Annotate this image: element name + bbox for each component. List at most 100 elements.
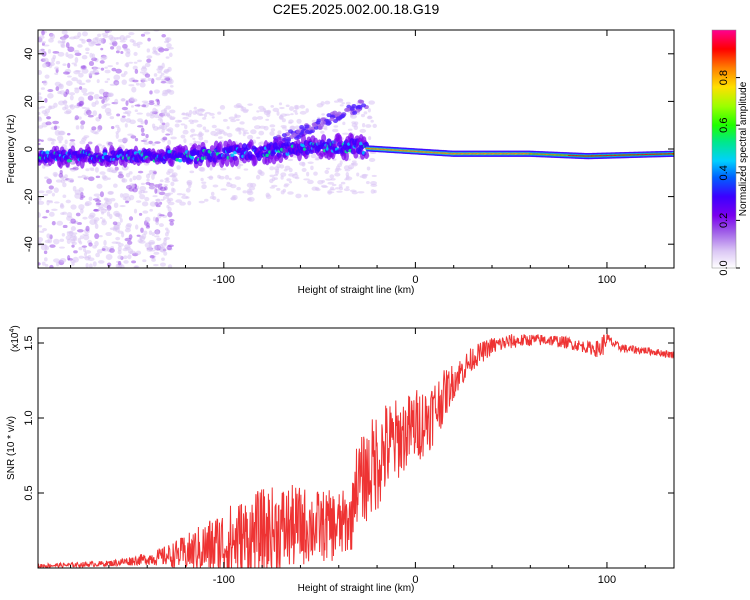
spectrogram-noise-cell	[209, 165, 213, 171]
spectrogram-noise-cell	[289, 106, 294, 112]
spectrogram-noise-cell	[38, 106, 42, 110]
spectrogram-noise-cell	[53, 125, 58, 131]
spectrogram-noise-cell	[240, 107, 244, 112]
spectrogram-noise-cell	[92, 198, 100, 201]
spectrogram-noise-cell	[293, 109, 298, 113]
spectrogram-noise-cell	[265, 194, 272, 200]
spectrogram-noise-cell	[169, 221, 174, 226]
spectrogram-noise-cell	[127, 133, 134, 137]
spectrogram-noise-cell	[65, 88, 70, 95]
spectrogram-noise-cell	[104, 69, 111, 74]
spectrogram-noise-cell	[85, 52, 90, 55]
spectrogram-noise-cell	[276, 110, 280, 116]
spectrogram-noise-cell	[176, 192, 183, 196]
spectrogram-noise-cell	[116, 126, 121, 133]
spectrogram-noise-cell	[155, 98, 160, 102]
spectrogram-noise-cell	[166, 171, 171, 175]
spectrogram-noise-cell	[201, 181, 207, 184]
spectrogram-noise-cell	[44, 98, 48, 103]
spectrogram-noise-cell	[51, 139, 57, 142]
spectrogram-noise-cell	[82, 234, 90, 241]
colorbar-label: Normalized spectral amplitude	[738, 81, 749, 216]
spectrogram-noise-cell	[87, 257, 95, 262]
spectrogram-noise-cell	[170, 136, 177, 140]
spectrogram-noise-cell	[144, 196, 150, 202]
spectrogram-cell	[304, 129, 310, 134]
spectrogram-noise-cell	[99, 191, 104, 198]
spectrogram-noise-cell	[89, 52, 93, 58]
spectrogram-noise-cell	[155, 204, 161, 208]
spectrogram-noise-cell	[49, 244, 56, 248]
spectrogram-noise-cell	[192, 137, 196, 140]
spectrogram-noise-cell	[78, 96, 85, 103]
spectrogram-noise-cell	[38, 236, 44, 243]
spectrogram-noise-cell	[208, 175, 214, 181]
spectrogram-noise-cell	[142, 210, 149, 214]
spectrogram-noise-cell	[59, 90, 66, 95]
colorbar-gradient	[711, 29, 737, 269]
colorbar-ticks: 0.0 0.2 0.4 0.6 0.8	[718, 70, 740, 276]
spectrogram-noise-cell	[134, 137, 139, 142]
spectrogram-cell	[190, 155, 195, 160]
spectrogram-noise-cell	[157, 70, 162, 74]
spectrogram-noise-cell	[167, 201, 175, 206]
spectrogram-heatmap	[38, 30, 674, 268]
spectrogram-noise-cell	[224, 174, 230, 180]
spectrogram-noise-cell	[85, 225, 90, 232]
spectrogram-noise-cell	[64, 139, 68, 145]
spectrogram-noise-cell	[110, 197, 116, 202]
spectrogram-noise-cell	[368, 157, 376, 163]
spectrogram-noise-cell	[74, 115, 80, 120]
spectrogram-noise-cell	[107, 191, 114, 195]
spectrogram-noise-cell	[161, 257, 165, 261]
spectrogram-noise-cell	[159, 75, 163, 78]
spectrogram-noise-cell	[79, 38, 84, 41]
spectrogram-noise-cell	[38, 138, 42, 142]
spectrogram-noise-cell	[335, 165, 340, 171]
spectrogram-noise-cell	[79, 235, 84, 240]
spectrogram-noise-cell	[78, 204, 85, 210]
spectrogram-noise-cell	[330, 177, 336, 181]
spectrogram-noise-cell	[144, 62, 151, 68]
spectrogram-noise-cell	[64, 110, 71, 115]
x-tick-label: 0	[412, 274, 418, 286]
spectrogram-noise-cell	[140, 33, 146, 37]
spectrogram-noise-cell	[90, 168, 95, 172]
y-tick-label: 1.5	[23, 335, 35, 350]
spectrogram-noise-cell	[289, 125, 295, 131]
spectrogram-noise-cell	[60, 202, 64, 208]
spectrogram-noise-cell	[136, 112, 144, 115]
spectrogram-noise-cell	[114, 166, 119, 171]
spectrogram-noise-cell	[48, 185, 54, 190]
spectrogram-noise-cell	[155, 221, 160, 226]
spectrogram-noise-cell	[255, 174, 261, 180]
spectrogram-noise-cell	[172, 188, 176, 193]
spectrogram-noise-cell	[167, 127, 174, 133]
spectrogram-noise-cell	[202, 126, 207, 131]
spectrogram-noise-cell	[117, 249, 122, 255]
spectrogram-cell	[299, 125, 305, 130]
spectrogram-noise-cell	[209, 195, 215, 200]
spectrogram-noise-cell	[165, 56, 170, 59]
spectrogram-noise-cell	[127, 240, 133, 245]
spectrogram-cell	[325, 121, 331, 126]
spectrogram-noise-cell	[154, 235, 160, 238]
spectrogram-noise-cell	[368, 136, 372, 141]
spectrogram-noise-cell	[167, 211, 173, 218]
spectrogram-noise-cell	[193, 106, 197, 110]
spectrogram-noise-cell	[153, 114, 160, 119]
spectrogram-noise-cell	[129, 178, 133, 183]
spectrogram-noise-cell	[148, 230, 153, 236]
spectrogram-noise-cell	[280, 172, 287, 177]
spectrogram-noise-cell	[222, 118, 228, 122]
spectrogram-noise-cell	[111, 169, 118, 173]
spectrogram-noise-cell	[203, 198, 209, 202]
spectrogram-noise-cell	[102, 91, 110, 98]
spectrogram-noise-cell	[98, 234, 103, 238]
spectrogram-noise-cell	[99, 96, 104, 100]
spectrogram-noise-cell	[119, 218, 123, 223]
spectrogram-noise-cell	[185, 187, 191, 193]
spectrogram-noise-cell	[87, 114, 94, 118]
spectrogram-noise-cell	[125, 35, 131, 38]
spectrogram-noise-cell	[117, 173, 124, 179]
